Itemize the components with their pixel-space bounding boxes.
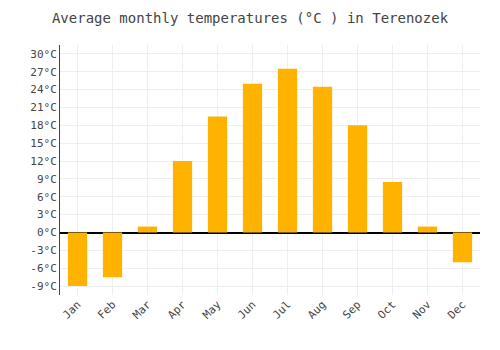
svg-text:9°C: 9°C — [37, 173, 57, 186]
svg-text:Mar: Mar — [130, 298, 154, 322]
svg-text:21°C: 21°C — [30, 101, 57, 114]
svg-text:Jun: Jun — [235, 298, 258, 321]
svg-text:-6°C: -6°C — [30, 262, 57, 275]
svg-text:Aug: Aug — [305, 298, 328, 321]
svg-text:12°C: 12°C — [30, 155, 57, 168]
svg-text:Oct: Oct — [375, 298, 398, 321]
svg-text:Feb: Feb — [95, 298, 118, 321]
svg-text:Average monthly temperatures (: Average monthly temperatures (°C ) in Te… — [52, 10, 449, 26]
svg-text:Jul: Jul — [270, 298, 293, 321]
svg-text:May: May — [200, 298, 224, 322]
svg-text:-3°C: -3°C — [30, 244, 57, 257]
svg-text:24°C: 24°C — [30, 83, 57, 96]
svg-text:Dec: Dec — [445, 298, 468, 321]
svg-text:Sep: Sep — [340, 298, 363, 321]
svg-text:3°C: 3°C — [37, 208, 57, 221]
svg-text:18°C: 18°C — [30, 119, 57, 132]
svg-text:-9°C: -9°C — [30, 280, 57, 293]
svg-text:30°C: 30°C — [30, 48, 57, 61]
svg-text:Nov: Nov — [410, 298, 434, 322]
svg-text:Apr: Apr — [165, 298, 189, 322]
svg-text:6°C: 6°C — [37, 191, 57, 204]
svg-text:Jan: Jan — [60, 298, 83, 321]
svg-text:15°C: 15°C — [30, 137, 57, 150]
svg-text:0°C: 0°C — [37, 226, 57, 239]
svg-text:27°C: 27°C — [30, 66, 57, 79]
